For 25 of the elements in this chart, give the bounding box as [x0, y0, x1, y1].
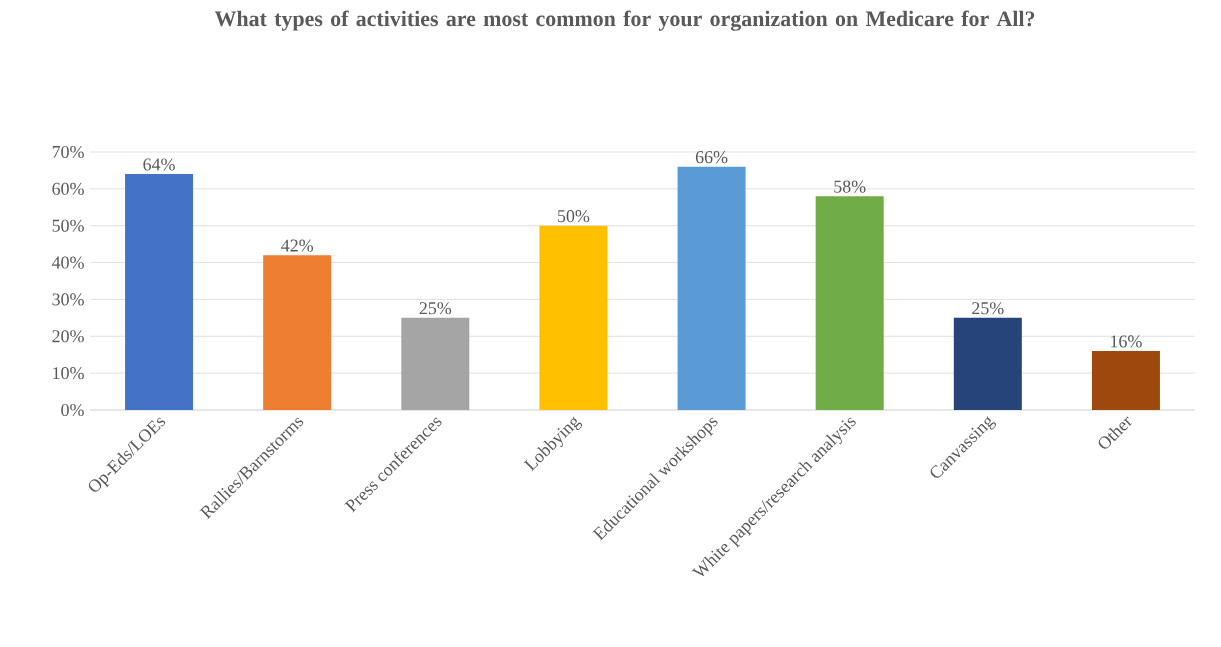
data-label: 25%: [419, 302, 452, 315]
data-label: 64%: [143, 158, 175, 171]
y-tick-label: 10%: [53, 367, 84, 380]
bar: [125, 174, 194, 410]
bar: [677, 166, 746, 410]
bar: [1091, 351, 1160, 410]
bar: [401, 317, 470, 410]
y-tick-label: 50%: [52, 219, 84, 232]
bar: [263, 255, 332, 410]
y-tick-label: 0%: [61, 403, 84, 417]
y-tick-label: 30%: [52, 293, 84, 306]
data-label: 66%: [695, 151, 728, 164]
data-label: 50%: [558, 210, 590, 223]
y-tick-label: 60%: [52, 182, 84, 195]
y-tick-label: 40%: [51, 256, 84, 269]
y-tick-label: 70%: [52, 145, 84, 159]
data-label: 16%: [1111, 335, 1142, 348]
y-tick-label: 20%: [52, 330, 84, 343]
bar: [539, 225, 608, 410]
data-label: 58%: [834, 180, 866, 193]
bar: [815, 196, 884, 410]
data-label: 42%: [281, 239, 314, 252]
bar: [953, 317, 1022, 410]
chart-title: What types of activities are most common for your organization on Medicare for All?: [214, 10, 1035, 31]
data-label: 25%: [972, 302, 1004, 315]
